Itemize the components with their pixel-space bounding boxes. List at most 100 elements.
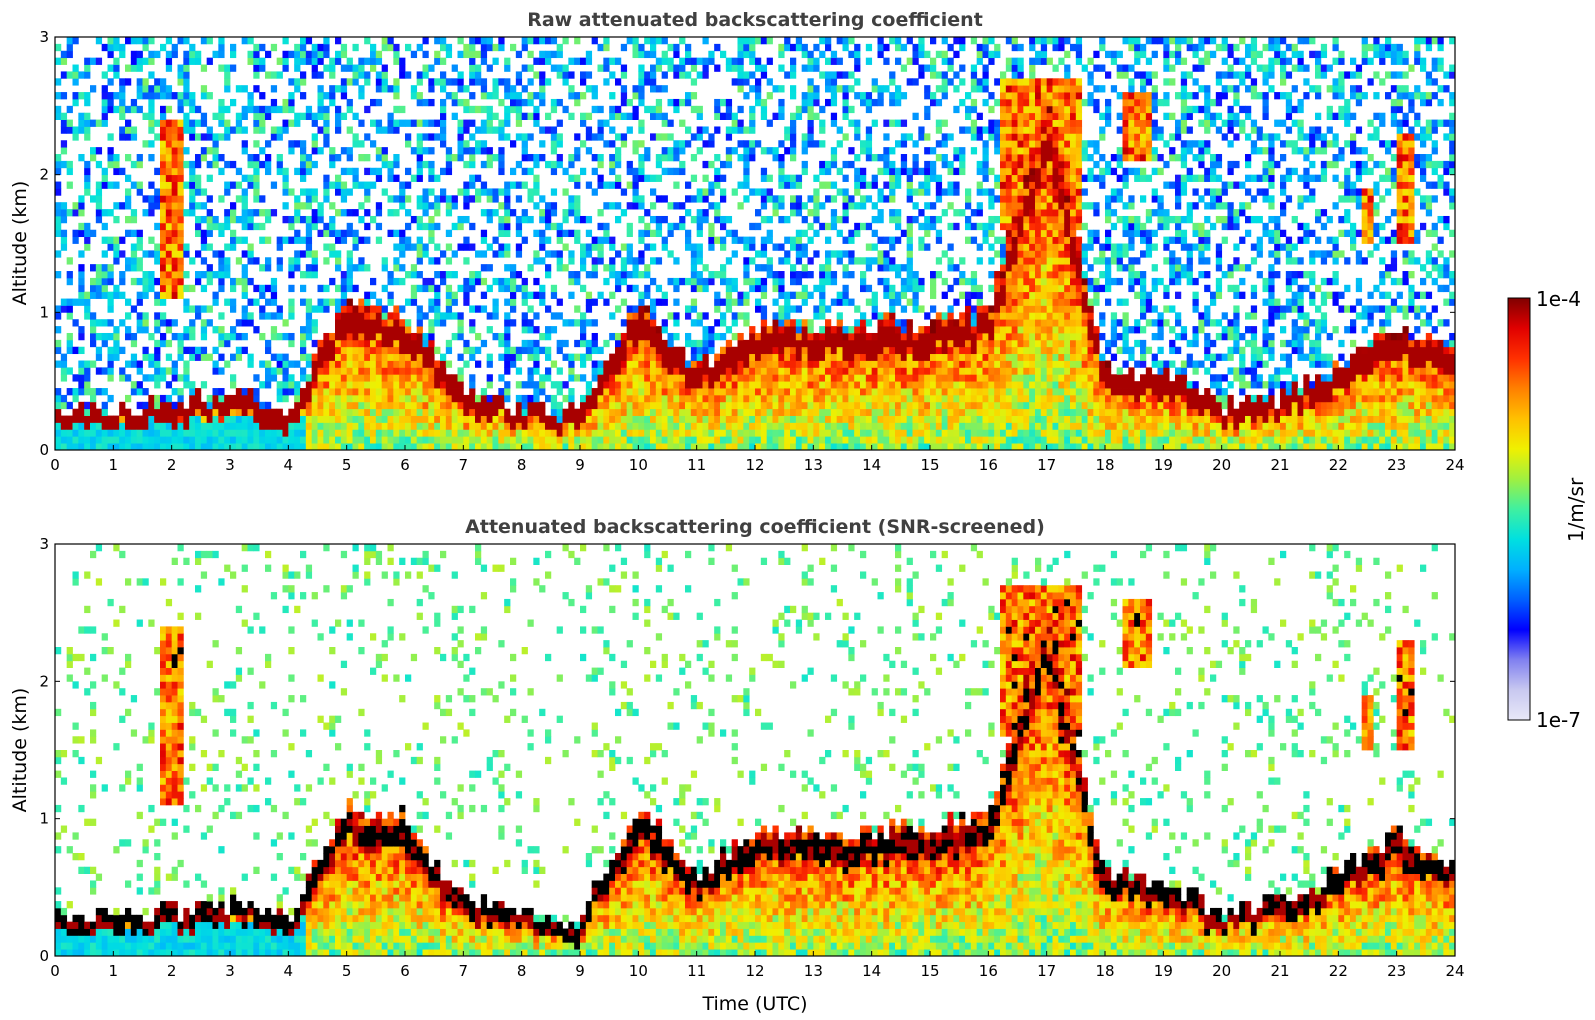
heatmap-cell — [422, 339, 429, 348]
heatmap-cell — [177, 374, 184, 382]
heatmap-cell — [615, 57, 622, 65]
heatmap-cell — [778, 105, 785, 114]
heatmap-cell — [410, 85, 418, 93]
heatmap-cell — [101, 119, 108, 127]
heatmap-cell — [492, 78, 499, 86]
heatmap-cell — [877, 250, 884, 258]
heatmap-cell — [556, 443, 563, 450]
heatmap-cell — [585, 339, 593, 348]
heatmap-cell — [463, 401, 470, 410]
heatmap-cell — [300, 401, 307, 410]
heatmap-cell — [702, 346, 709, 355]
heatmap-cell — [556, 388, 563, 396]
heatmap-cell — [346, 367, 353, 375]
heatmap-cell — [218, 415, 225, 423]
heatmap-cell — [387, 346, 394, 355]
heatmap-cell — [533, 312, 540, 320]
heatmap-cell — [766, 360, 773, 368]
heatmap-cell — [335, 388, 342, 396]
heatmap-cell — [620, 346, 628, 355]
heatmap-cell — [795, 105, 803, 114]
heatmap-cell — [60, 374, 68, 382]
heatmap-cell — [685, 401, 692, 410]
heatmap-cell — [480, 339, 488, 348]
heatmap-cell — [440, 388, 447, 396]
heatmap-cell — [206, 160, 213, 169]
heatmap-cell — [883, 312, 890, 320]
heatmap-cell — [224, 222, 231, 231]
heatmap-cell — [556, 415, 563, 423]
heatmap-cell — [865, 195, 873, 203]
heatmap-cell — [370, 422, 377, 430]
heatmap-cell — [469, 50, 476, 59]
heatmap-cell — [200, 408, 208, 416]
heatmap-cell — [813, 250, 820, 258]
heatmap-cell — [160, 154, 167, 162]
heatmap-cell — [825, 71, 832, 79]
heatmap-cell — [276, 443, 283, 450]
heatmap-cell — [825, 264, 832, 272]
heatmap-cell — [609, 332, 616, 341]
heatmap-cell — [492, 436, 499, 444]
heatmap-cell — [848, 401, 855, 410]
heatmap-cell — [515, 105, 523, 114]
heatmap-cell — [136, 443, 143, 450]
heatmap-cell — [632, 181, 639, 189]
heatmap-cell — [521, 312, 528, 320]
heatmap-cell — [253, 85, 260, 93]
heatmap-cell — [440, 374, 447, 382]
heatmap-cell — [900, 353, 908, 361]
heatmap-cell — [148, 126, 155, 134]
heatmap-cell — [335, 408, 342, 416]
heatmap-cell — [591, 105, 598, 114]
heatmap-cell — [749, 353, 756, 361]
heatmap-cell — [795, 339, 803, 348]
heatmap-cell — [603, 360, 610, 368]
heatmap-cell — [620, 388, 628, 396]
heatmap-cell — [95, 188, 103, 196]
heatmap-cell — [160, 415, 167, 423]
heatmap-cell — [883, 119, 890, 127]
heatmap-cell — [317, 209, 324, 217]
heatmap-cell — [871, 98, 878, 107]
heatmap-cell — [125, 429, 132, 437]
heatmap-cell — [375, 401, 383, 410]
heatmap-cell — [381, 71, 388, 79]
heatmap-cell — [171, 43, 178, 52]
heatmap-cell — [504, 57, 511, 65]
heatmap-cell — [119, 401, 126, 410]
heatmap-cell — [760, 291, 768, 299]
heatmap-cell — [854, 339, 861, 348]
heatmap-cell — [895, 388, 902, 396]
heatmap-cell — [620, 209, 628, 217]
heatmap-cell — [311, 209, 318, 217]
heatmap-cell — [195, 154, 202, 162]
heatmap-cell — [906, 436, 913, 444]
heatmap-cell — [195, 229, 202, 238]
heatmap-cell — [609, 388, 616, 396]
heatmap-cell — [393, 381, 400, 389]
heatmap-cell — [165, 326, 173, 334]
heatmap-cell — [830, 57, 838, 65]
heatmap-cell — [714, 436, 721, 444]
heatmap-cell — [877, 339, 884, 348]
heatmap-cell — [720, 394, 727, 403]
heatmap-cell — [527, 195, 534, 203]
heatmap-cell — [305, 381, 313, 389]
heatmap-cell — [294, 195, 301, 203]
heatmap-cell — [323, 360, 330, 368]
heatmap-cell — [72, 71, 79, 79]
heatmap-cell — [428, 147, 435, 155]
heatmap-cell — [690, 360, 698, 368]
heatmap-cell — [160, 367, 167, 375]
heatmap-cell — [760, 339, 768, 348]
heatmap-cell — [364, 339, 371, 348]
heatmap-cell — [253, 140, 260, 148]
heatmap-cell — [375, 71, 383, 79]
heatmap-cell — [545, 215, 552, 224]
heatmap-cell — [148, 154, 155, 162]
heatmap-cell — [405, 408, 412, 416]
heatmap-cell — [545, 126, 552, 134]
heatmap-cell — [200, 346, 208, 355]
heatmap-cell — [66, 332, 73, 341]
